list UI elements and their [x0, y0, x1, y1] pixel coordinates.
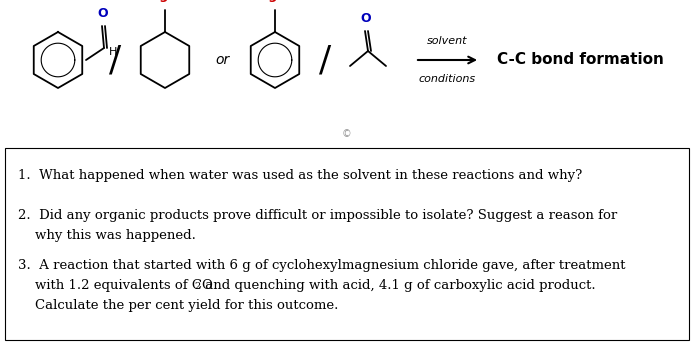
- Text: conditions: conditions: [418, 74, 475, 84]
- Text: Calculate the per cent yield for this outcome.: Calculate the per cent yield for this ou…: [18, 299, 339, 312]
- Text: /: /: [109, 43, 121, 77]
- Text: with 1.2 equivalents of CO: with 1.2 equivalents of CO: [18, 279, 213, 292]
- Text: O: O: [361, 12, 371, 25]
- Text: ©: ©: [342, 129, 352, 139]
- Text: /: /: [319, 43, 331, 77]
- Text: and quenching with acid, 4.1 g of carboxylic acid product.: and quenching with acid, 4.1 g of carbox…: [201, 279, 595, 292]
- Text: H: H: [109, 47, 117, 57]
- Text: solvent: solvent: [427, 36, 467, 46]
- Text: 3.  A reaction that started with 6 g of cyclohexylmagnesium chloride gave, after: 3. A reaction that started with 6 g of c…: [18, 259, 625, 272]
- Text: C-C bond formation: C-C bond formation: [497, 53, 663, 67]
- Text: 2: 2: [195, 282, 201, 291]
- Text: 2.  Did any organic products prove difficult or impossible to isolate? Suggest a: 2. Did any organic products prove diffic…: [18, 209, 617, 222]
- Text: 1.  What happened when water was used as the solvent in these reactions and why?: 1. What happened when water was used as …: [18, 169, 582, 182]
- Text: MgCl: MgCl: [148, 0, 183, 2]
- Bar: [5, 148, 689, 340]
- Text: MgBr: MgBr: [257, 0, 294, 2]
- Text: or: or: [215, 53, 229, 67]
- Text: O: O: [98, 7, 108, 20]
- Text: why this was happened.: why this was happened.: [18, 229, 196, 242]
